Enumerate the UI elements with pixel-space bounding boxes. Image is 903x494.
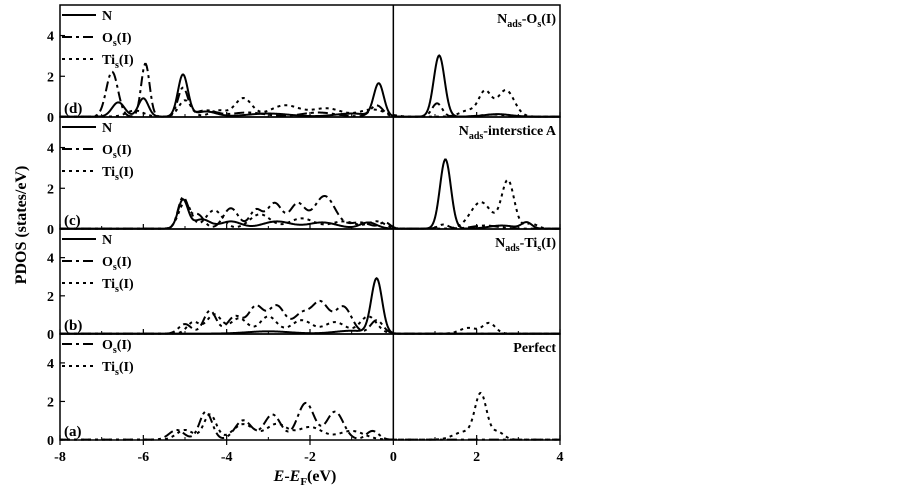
series-dotted-curve	[60, 391, 560, 441]
y-tick-label: 0	[47, 223, 54, 238]
legend-entry: Tis(I)	[102, 360, 134, 378]
legend-entry: Os(I)	[102, 255, 132, 273]
x-axis: -8 -6 -4 -2 0 2 4	[54, 440, 564, 465]
panel-title: Nads-Os(I)	[497, 12, 556, 30]
legend-entry: Tis(I)	[102, 165, 134, 183]
panel-frame	[59, 333, 561, 441]
panel-frame	[59, 4, 561, 118]
y-tick-label: 2	[47, 290, 54, 305]
series-dotted-curve	[60, 89, 560, 118]
y-tick-label: 0	[47, 111, 54, 126]
legend-entry: Os(I)	[102, 338, 132, 356]
legend-entry: N	[102, 9, 112, 24]
y-axis-title: PDOS (states/eV)	[13, 166, 30, 285]
series-dashdot-curve	[60, 62, 560, 118]
x-tick-label: 4	[557, 450, 564, 465]
y-tick-label: 0	[47, 328, 54, 343]
x-tick-label: -6	[137, 450, 149, 465]
panel-frame	[59, 228, 561, 335]
series-solid-curve	[60, 277, 560, 335]
panel-title: Perfect	[513, 341, 556, 356]
y-tick-label: 4	[47, 30, 54, 45]
y-tick-label: 2	[47, 395, 54, 410]
y-tick-label: 2	[47, 182, 54, 197]
series-dashdot-curve	[60, 299, 560, 335]
panel-tag: (c)	[64, 213, 81, 229]
y-tick-label: 2	[47, 70, 54, 85]
panels-group: 0 2 4 N Os(I) Tis(I) Nads-Os(I) (d) 0 2 4 N Os(I) Tis…	[47, 4, 561, 449]
series-dashdot-curve	[60, 194, 560, 230]
series-dotted-curve	[60, 178, 560, 230]
y-tick-label: 4	[47, 252, 54, 267]
series-dashdot-curve	[60, 401, 560, 441]
panel-tag: (a)	[64, 424, 82, 440]
panel-tag: (b)	[64, 318, 82, 334]
legend-entry: Tis(I)	[102, 53, 134, 71]
panel-tag: (d)	[64, 101, 82, 117]
panel-title: Nads-Tis(I)	[495, 236, 556, 254]
legend-entry: Os(I)	[102, 143, 132, 161]
panel-b: 0 2 4 N Os(I) Tis(I) Nads-Tis(I) (b)	[47, 228, 561, 343]
y-tick-label: 0	[47, 434, 54, 449]
legend-entry: N	[102, 233, 112, 248]
x-axis-title: E-EF(eV)	[273, 468, 337, 488]
panel-a: 0 2 4 Os(I) Tis(I) Perfect (a)	[47, 333, 561, 449]
panel-c: 0 2 4 N Os(I) Tis(I) Nads-interstice A (c)	[47, 116, 561, 238]
series-solid-curve	[60, 54, 560, 118]
x-tick-label: -8	[54, 450, 66, 465]
series-dotted-curve	[60, 313, 560, 335]
legend-entry: N	[102, 121, 112, 136]
legend-entry: Os(I)	[102, 31, 132, 49]
y-tick-label: 4	[47, 142, 54, 157]
panel-title: Nads-interstice A	[459, 124, 557, 142]
y-tick-label: 4	[47, 357, 54, 372]
x-tick-label: -2	[304, 450, 316, 465]
x-tick-label: -4	[221, 450, 233, 465]
x-tick-label: 0	[390, 450, 397, 465]
series-solid-curve	[60, 158, 560, 230]
x-tick-label: 2	[473, 450, 480, 465]
legend-entry: Tis(I)	[102, 277, 134, 295]
panel-d: 0 2 4 N Os(I) Tis(I) Nads-Os(I) (d)	[47, 4, 561, 126]
